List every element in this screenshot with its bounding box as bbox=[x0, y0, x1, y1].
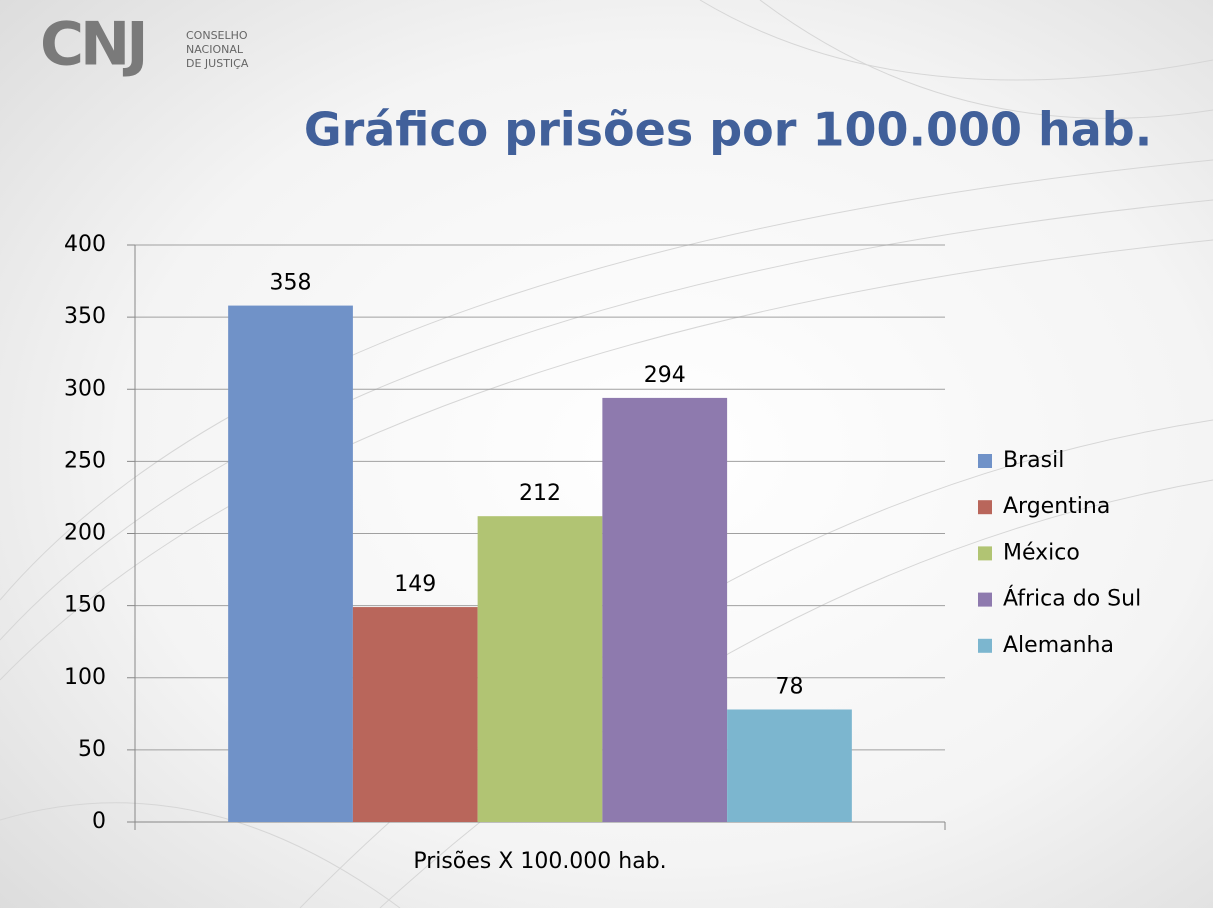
y-tick-label: 50 bbox=[78, 737, 106, 762]
bar bbox=[228, 305, 353, 823]
chart-title: Gráfico prisões por 100.000 hab. bbox=[304, 103, 1152, 157]
y-tick-label: 0 bbox=[92, 809, 106, 834]
y-tick-label: 100 bbox=[64, 665, 106, 690]
bar bbox=[727, 709, 852, 822]
legend-swatch bbox=[978, 638, 992, 653]
x-tick-label: Prisões X 100.000 hab. bbox=[413, 849, 666, 874]
y-tick-label: 250 bbox=[64, 448, 106, 473]
data-label: 358 bbox=[270, 271, 312, 296]
y-tick-label: 350 bbox=[64, 304, 106, 329]
logo-text: NACIONAL bbox=[186, 43, 244, 56]
legend-swatch bbox=[978, 500, 992, 515]
data-label: 294 bbox=[644, 363, 686, 388]
bar bbox=[352, 607, 478, 822]
y-tick-label: 200 bbox=[64, 521, 106, 546]
legend-label: Argentina bbox=[1003, 494, 1110, 519]
legend-swatch bbox=[978, 592, 992, 607]
bar bbox=[602, 397, 728, 822]
data-label: 149 bbox=[394, 572, 436, 597]
legend-label: Alemanha bbox=[1003, 633, 1114, 658]
y-tick-label: 400 bbox=[64, 232, 106, 257]
data-label: 212 bbox=[519, 481, 561, 506]
legend-swatch bbox=[978, 454, 992, 468]
logo-text: CONSELHO bbox=[186, 29, 248, 42]
legend-label: México bbox=[1003, 540, 1080, 565]
bar bbox=[477, 516, 603, 822]
logo-text: DE JUSTIÇA bbox=[186, 57, 249, 70]
logo-mark: CNJ bbox=[40, 10, 145, 80]
y-tick-label: 300 bbox=[64, 376, 106, 401]
legend-label: África do Sul bbox=[1003, 586, 1141, 612]
data-label: 78 bbox=[775, 674, 803, 699]
y-tick-label: 150 bbox=[64, 593, 106, 618]
legend-label: Brasil bbox=[1003, 448, 1064, 473]
legend-swatch bbox=[978, 546, 992, 561]
